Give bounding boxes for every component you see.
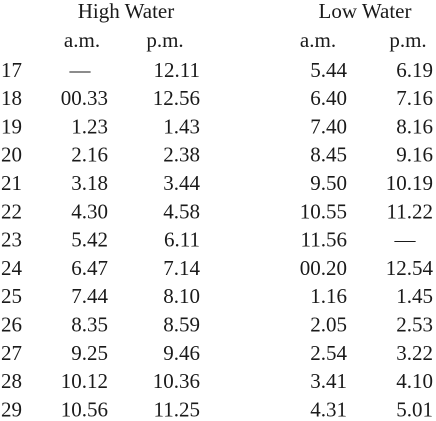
time-cell: 9.50 [310,171,347,195]
column-subheader: p.m. [146,28,183,52]
time-cell: 8.16 [396,114,433,138]
day-cell: 20 [1,143,22,167]
time-cell: 1.43 [163,114,200,138]
time-cell: 12.54 [386,256,434,280]
column-subheader: a.m. [300,28,336,52]
time-cell: 1.16 [310,284,347,308]
time-cell: 5.44 [310,58,347,82]
day-cell: 29 [1,397,22,421]
time-cell: 12.11 [154,58,200,82]
day-cell: 22 [1,199,22,223]
time-cell: 4.58 [163,199,200,223]
time-cell: 9.46 [163,341,200,365]
time-cell: 8.35 [71,313,108,337]
time-cell: 10.36 [153,369,200,393]
time-cell: 11.22 [387,199,433,223]
day-cell: 19 [1,114,22,138]
day-cell: 23 [1,228,22,252]
time-cell: 00.20 [300,256,347,280]
time-cell: 3.41 [310,369,347,393]
time-cell: 7.40 [310,114,347,138]
time-cell: 10.19 [386,171,433,195]
time-cell: 11.56 [301,228,347,252]
time-cell: 6.11 [164,228,200,252]
time-cell: 10.55 [300,199,347,223]
time-cell: 6.40 [310,86,347,110]
time-cell: 7.16 [396,86,433,110]
column-subheader: p.m. [389,28,426,52]
time-cell: — [69,58,92,82]
time-cell: 7.44 [71,284,108,308]
time-cell: 10.56 [61,397,108,421]
day-cell: 27 [1,341,22,365]
time-cell: 7.14 [163,256,200,280]
time-cell: 8.45 [310,143,347,167]
day-cell: 17 [1,58,22,82]
time-cell: 1.23 [71,114,108,138]
time-cell: 4.30 [71,199,108,223]
time-cell: 3.22 [396,341,433,365]
day-cell: 28 [1,369,22,393]
time-cell: 4.31 [310,397,347,421]
time-cell: 12.56 [153,86,200,110]
time-cell: 5.01 [396,397,433,421]
time-cell: 5.42 [71,228,108,252]
time-cell: 4.10 [396,369,433,393]
time-cell: 2.38 [163,143,200,167]
time-cell: 11.25 [154,397,200,421]
time-cell: 9.25 [71,341,108,365]
time-cell: 8.10 [163,284,200,308]
time-cell: — [394,228,417,252]
time-cell: 3.18 [71,171,108,195]
day-cell: 18 [1,86,22,110]
time-cell: 2.53 [396,313,433,337]
time-cell: 2.05 [310,313,347,337]
column-group-header: High Water [78,0,174,23]
day-cell: 25 [1,284,22,308]
time-cell: 3.44 [163,171,200,195]
time-cell: 6.19 [396,58,433,82]
day-cell: 26 [1,313,22,337]
day-cell: 21 [1,171,22,195]
time-cell: 8.59 [163,313,200,337]
time-cell: 9.16 [396,143,433,167]
column-subheader: a.m. [64,28,100,52]
time-cell: 10.12 [61,369,108,393]
time-cell: 00.33 [61,86,108,110]
day-cell: 24 [1,256,23,280]
time-cell: 2.16 [71,143,108,167]
time-cell: 6.47 [71,256,108,280]
time-cell: 2.54 [310,341,347,365]
time-cell: 1.45 [396,284,433,308]
column-group-header: Low Water [319,0,412,23]
